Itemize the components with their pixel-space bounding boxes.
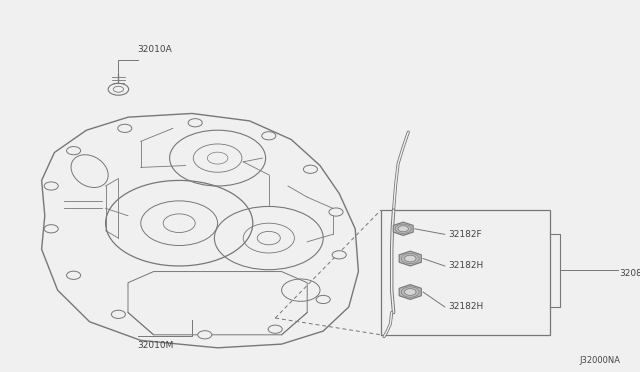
Circle shape <box>329 208 343 216</box>
Circle shape <box>188 119 202 127</box>
Circle shape <box>118 124 132 132</box>
Text: 32182F: 32182F <box>448 230 482 239</box>
Circle shape <box>262 132 276 140</box>
Circle shape <box>404 255 416 262</box>
Circle shape <box>67 271 81 279</box>
Circle shape <box>404 289 416 295</box>
Circle shape <box>398 226 408 232</box>
Circle shape <box>44 182 58 190</box>
Bar <box>381 210 550 335</box>
Circle shape <box>268 325 282 333</box>
Text: 32182H: 32182H <box>448 262 483 270</box>
Text: 32182H: 32182H <box>448 302 483 311</box>
Text: 3208BM: 3208BM <box>620 269 640 278</box>
Text: 32010A: 32010A <box>138 45 172 54</box>
Circle shape <box>198 331 212 339</box>
Circle shape <box>111 310 125 318</box>
Text: 32010M: 32010M <box>138 341 174 350</box>
Circle shape <box>67 147 81 155</box>
Circle shape <box>108 83 129 95</box>
Circle shape <box>44 225 58 233</box>
Circle shape <box>332 251 346 259</box>
Circle shape <box>303 165 317 173</box>
Text: J32000NA: J32000NA <box>580 356 621 365</box>
Circle shape <box>316 295 330 304</box>
